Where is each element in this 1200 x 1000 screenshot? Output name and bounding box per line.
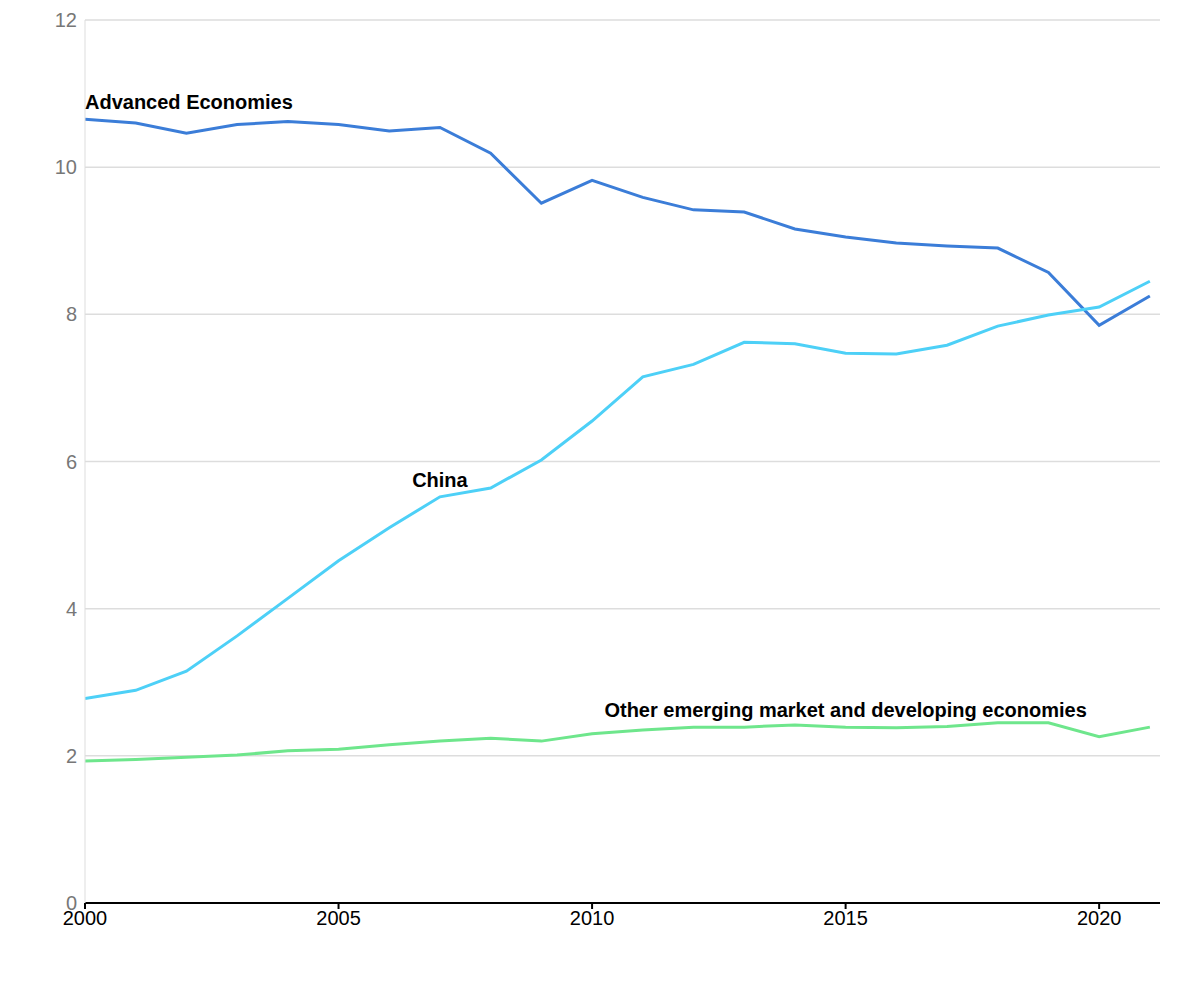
svg-text:2015: 2015: [823, 907, 868, 929]
svg-text:2005: 2005: [316, 907, 361, 929]
svg-text:2: 2: [66, 745, 77, 767]
svg-text:10: 10: [55, 156, 77, 178]
svg-text:China: China: [412, 469, 468, 491]
svg-text:4: 4: [66, 598, 77, 620]
svg-text:Advanced Economies: Advanced Economies: [85, 91, 293, 113]
svg-text:6: 6: [66, 451, 77, 473]
svg-text:0: 0: [66, 892, 77, 914]
svg-text:2000: 2000: [62, 907, 108, 930]
svg-text:2020: 2020: [1077, 907, 1122, 929]
svg-text:Other emerging market and deve: Other emerging market and developing eco…: [604, 699, 1086, 721]
svg-text:12: 12: [55, 9, 77, 31]
svg-text:8: 8: [66, 303, 77, 325]
svg-text:2010: 2010: [570, 907, 615, 929]
